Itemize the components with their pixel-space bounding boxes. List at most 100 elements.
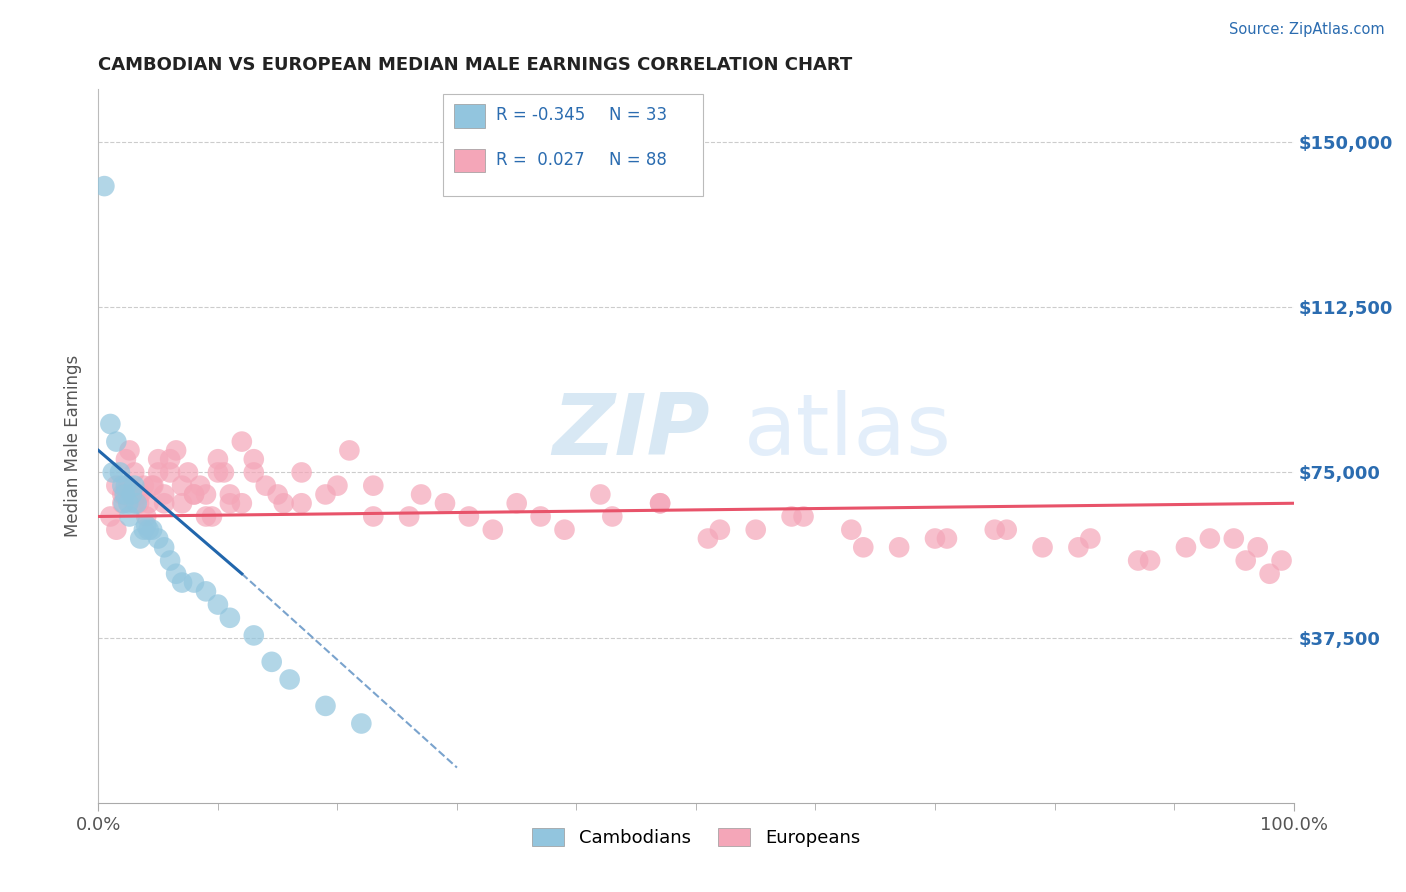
Point [291, 496, 314, 510]
Point [1271, 553, 1294, 567]
Legend: Cambodians, Europeans: Cambodians, Europeans [524, 821, 868, 855]
Point [219, 487, 242, 501]
Text: N = 33: N = 33 [609, 106, 666, 124]
Point [291, 466, 314, 480]
Point [153, 496, 176, 510]
Point [111, 478, 134, 492]
Point [506, 496, 529, 510]
Point [212, 466, 235, 480]
Point [105, 434, 128, 449]
Point [165, 443, 187, 458]
Text: atlas: atlas [744, 390, 952, 474]
Point [183, 487, 205, 501]
Point [183, 487, 205, 501]
Text: CAMBODIAN VS EUROPEAN MEDIAN MALE EARNINGS CORRELATION CHART: CAMBODIAN VS EUROPEAN MEDIAN MALE EARNIN… [98, 56, 852, 74]
Point [98, 509, 122, 524]
Point [315, 698, 337, 713]
Point [132, 523, 155, 537]
Point [207, 598, 229, 612]
Point [278, 673, 301, 687]
Point [339, 443, 361, 458]
Point [243, 628, 266, 642]
Point [201, 509, 224, 524]
Point [650, 496, 672, 510]
Point [115, 452, 138, 467]
Point [697, 532, 720, 546]
Point [260, 655, 283, 669]
Point [132, 478, 155, 492]
Point [112, 496, 135, 510]
Point [219, 496, 242, 510]
Point [350, 716, 373, 731]
Point [1247, 541, 1270, 555]
Point [207, 466, 229, 480]
Point [111, 487, 134, 501]
Point [434, 496, 457, 510]
Point [273, 496, 295, 510]
Point [195, 509, 218, 524]
Point [148, 532, 170, 546]
Text: ZIP: ZIP [553, 390, 710, 474]
Point [1258, 566, 1281, 581]
Point [709, 523, 731, 537]
Point [793, 509, 815, 524]
Point [135, 518, 157, 533]
Point [889, 541, 911, 555]
Point [1234, 553, 1257, 567]
Point [142, 478, 165, 492]
Point [995, 523, 1018, 537]
Point [148, 452, 170, 467]
Point [207, 452, 229, 467]
Point [141, 478, 163, 492]
Point [105, 523, 128, 537]
Point [114, 487, 136, 501]
Point [231, 434, 253, 449]
Point [129, 487, 152, 501]
Point [153, 541, 176, 555]
Point [780, 509, 803, 524]
Point [243, 466, 266, 480]
Point [172, 496, 194, 510]
Point [1067, 541, 1090, 555]
Text: N = 88: N = 88 [609, 151, 666, 169]
Point [924, 532, 946, 546]
Point [118, 509, 141, 524]
Point [852, 541, 875, 555]
Point [141, 523, 163, 537]
Point [398, 509, 420, 524]
Point [243, 452, 266, 467]
Point [1080, 532, 1102, 546]
Point [172, 575, 194, 590]
Point [121, 487, 143, 501]
Point [841, 523, 863, 537]
Text: R = -0.345: R = -0.345 [496, 106, 585, 124]
Point [219, 611, 242, 625]
Point [111, 496, 134, 510]
Point [115, 478, 138, 492]
Point [1032, 541, 1054, 555]
Point [231, 496, 253, 510]
Point [1223, 532, 1246, 546]
Point [129, 532, 152, 546]
Point [159, 553, 181, 567]
Point [1199, 532, 1222, 546]
Point [411, 487, 433, 501]
Point [117, 496, 139, 510]
Point [650, 496, 672, 510]
Point [183, 575, 205, 590]
Point [124, 466, 146, 480]
Point [1128, 553, 1150, 567]
Point [117, 478, 139, 492]
Point [135, 509, 157, 524]
Point [188, 478, 211, 492]
Point [589, 487, 612, 501]
Point [125, 496, 148, 510]
Point [138, 523, 160, 537]
Point [118, 443, 141, 458]
Point [984, 523, 1007, 537]
Point [124, 478, 146, 492]
Point [159, 452, 181, 467]
Point [254, 478, 277, 492]
Point [108, 466, 131, 480]
Point [165, 566, 187, 581]
